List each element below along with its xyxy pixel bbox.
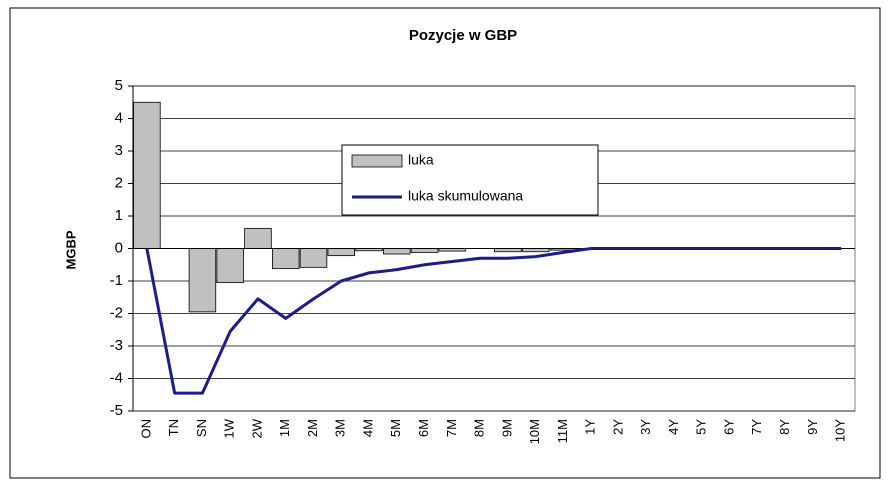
x-tick-label: 4Y [666,419,681,435]
x-tick-label: 5Y [694,419,709,435]
x-tick-label: 6Y [721,419,736,435]
chart-title: Pozycje w GBP [409,27,517,44]
y-tick-label: -1 [110,272,123,289]
x-tick-label: 1W [222,418,237,438]
bar [299,248,328,268]
bar [383,248,411,255]
x-tick-label: 2M [305,419,320,437]
x-tick-label: 3Y [638,419,653,435]
line [145,247,842,395]
y-tick-label: 3 [115,142,123,159]
x-tick-label: 6M [416,419,431,437]
x-tick-label: 1Y [583,419,598,435]
x-tick-label: ON [138,419,153,439]
x-tick-label: 8M [472,419,487,437]
x-tick-label: 8Y [777,419,792,435]
y-tick-label: 1 [115,207,123,224]
x-tick-label: 7M [444,419,459,437]
bar [133,101,161,249]
x-tick-label: 1M [277,419,292,437]
x-tick-label: 9M [499,419,514,437]
legend-label: luka skumulowana [408,188,523,204]
x-tick-label: 11M [555,419,570,443]
bar [216,248,244,284]
x-tick-label: 10M [527,419,542,444]
bar [410,248,439,253]
y-tick-label: -3 [110,337,123,354]
legend-swatch [351,154,403,168]
x-tick-label: 2Y [610,419,625,435]
x-tick-label: SN [194,419,209,437]
x-tick-label: 3M [333,419,348,437]
y-tick-label: 5 [115,77,123,94]
y-tick-label: -2 [110,304,123,321]
bar [188,248,217,313]
bar [327,248,355,257]
legend-label: luka [408,152,434,168]
x-tick-label: 2W [249,418,264,438]
y-tick-label: -5 [110,402,123,419]
x-tick-label: TN [166,419,181,436]
y-axis-label: MGBP [63,230,78,269]
bar [244,227,272,249]
y-tick-label: 2 [115,174,123,191]
x-tick-label: 4M [360,419,375,437]
x-tick-label: 5M [388,419,403,437]
x-tick-label: 9Y [805,419,820,435]
x-tick-label: 10Y [833,419,848,442]
bar [272,248,300,270]
x-tick-label: 7Y [749,419,764,435]
y-tick-label: 4 [115,109,123,126]
y-tick-label: 0 [115,239,123,256]
y-tick-label: -4 [110,369,123,386]
